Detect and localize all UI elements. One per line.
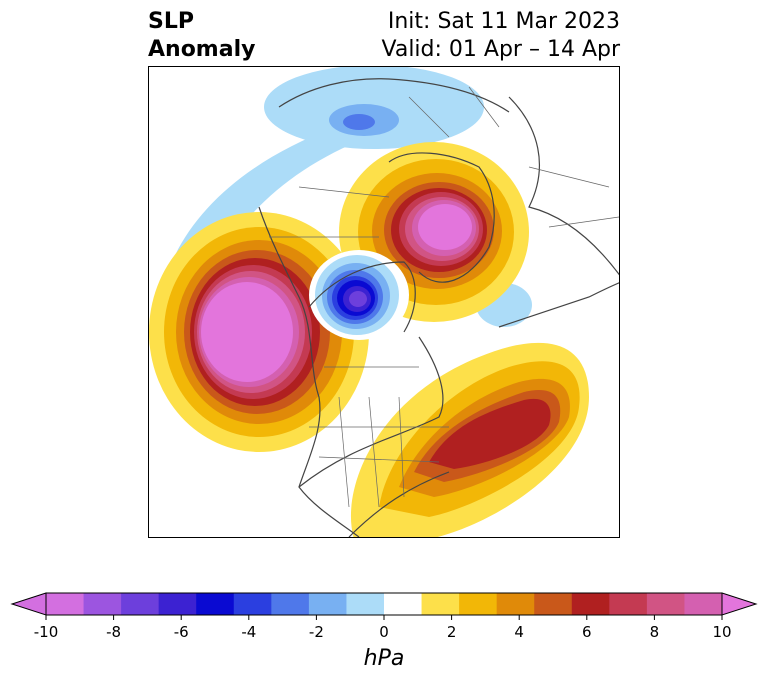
colorbar-tick-label: -2 bbox=[309, 623, 324, 641]
colorbar-tick-label: 8 bbox=[650, 623, 660, 641]
coastlines bbox=[258, 78, 619, 537]
colorbar-tick-label: -10 bbox=[34, 623, 59, 641]
colorbar-cell bbox=[421, 593, 460, 615]
colorbar-ticks: -10 -8 -6 -4 -2 0 2 4 6 8 10 bbox=[34, 615, 732, 641]
colorbar: -10 -8 -6 -4 -2 0 2 4 6 8 10 bbox=[10, 592, 758, 641]
colorbar-cell bbox=[609, 593, 648, 615]
title-right: Init: Sat 11 Mar 2023 Valid: 01 Apr – 14… bbox=[382, 8, 621, 64]
anomaly-map bbox=[149, 67, 619, 537]
colorbar-tick-label: 10 bbox=[712, 623, 731, 641]
title-left: SLP Anomaly bbox=[148, 8, 255, 64]
negative-anomaly-canada bbox=[309, 250, 409, 340]
colorbar-cell bbox=[308, 593, 347, 615]
positive-anomaly-atlantic bbox=[350, 342, 589, 537]
borders bbox=[269, 86, 619, 508]
colorbar-tick-label: -6 bbox=[174, 623, 189, 641]
colorbar-tick-label: -8 bbox=[106, 623, 121, 641]
colorbar-cell bbox=[496, 593, 535, 615]
colorbar-tick-label: -4 bbox=[241, 623, 256, 641]
colorbar-cell bbox=[459, 593, 498, 615]
colorbar-cell bbox=[346, 593, 385, 615]
colorbar-cells bbox=[10, 592, 758, 616]
colorbar-tick-label: 2 bbox=[447, 623, 457, 641]
colorbar-extend-high bbox=[721, 592, 758, 616]
colorbar-cell bbox=[271, 593, 310, 615]
colorbar-cell bbox=[646, 593, 685, 615]
colorbar-cell bbox=[571, 593, 610, 615]
positive-anomaly-pacific bbox=[149, 212, 369, 452]
init-date: Init: Sat 11 Mar 2023 bbox=[387, 9, 620, 34]
title-left-line1: SLP bbox=[148, 9, 194, 34]
colorbar-cell bbox=[158, 593, 197, 615]
valid-range: Valid: 01 Apr – 14 Apr bbox=[381, 37, 621, 62]
colorbar-cell bbox=[534, 593, 573, 615]
map-panel bbox=[148, 66, 620, 538]
colorbar-extend-low bbox=[10, 592, 47, 616]
colorbar-cell bbox=[684, 593, 723, 615]
colorbar-cell bbox=[384, 593, 423, 615]
colorbar-tick-label: 0 bbox=[379, 623, 389, 641]
title-left-line2: Anomaly bbox=[148, 37, 256, 62]
colorbar-tick-label: 4 bbox=[514, 623, 524, 641]
colorbar-cell bbox=[46, 593, 85, 615]
colorbar-cell bbox=[196, 593, 235, 615]
colorbar-cell bbox=[233, 593, 272, 615]
colorbar-tick-label: 6 bbox=[582, 623, 592, 641]
colorbar-cell bbox=[121, 593, 160, 615]
colorbar-cell bbox=[83, 593, 122, 615]
positive-anomaly-arctic bbox=[339, 142, 529, 322]
colorbar-unit: hPa bbox=[363, 646, 405, 671]
